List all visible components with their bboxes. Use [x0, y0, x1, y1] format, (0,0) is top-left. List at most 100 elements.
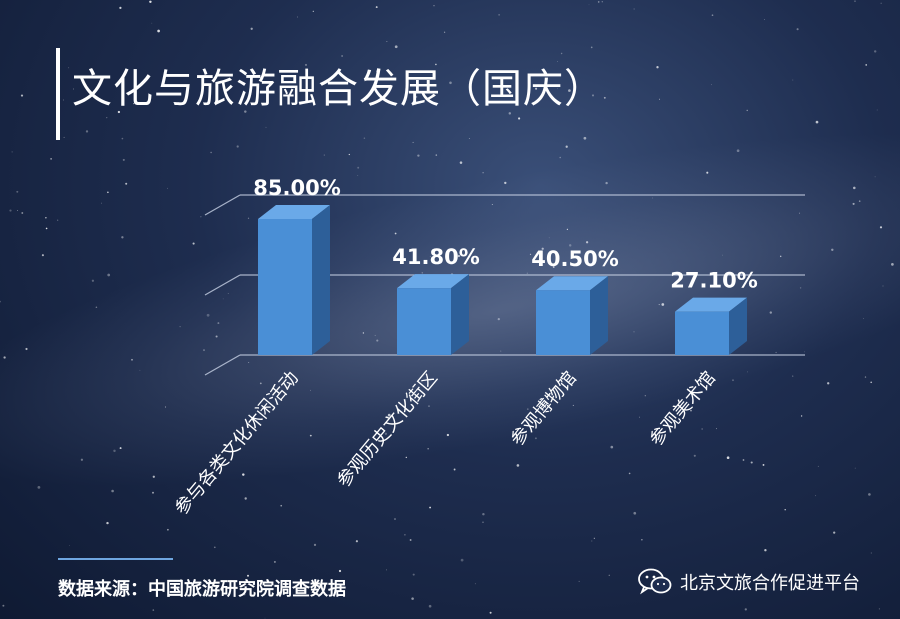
- star: [468, 137, 470, 139]
- star: [817, 465, 819, 467]
- star: [804, 351, 806, 353]
- star: [168, 595, 171, 597]
- star: [831, 248, 834, 252]
- bar-top: [675, 297, 747, 312]
- star: [213, 546, 216, 549]
- star: [597, 1, 600, 3]
- star: [215, 586, 217, 588]
- star: [439, 252, 441, 255]
- star: [557, 61, 558, 62]
- bar: [397, 288, 451, 355]
- star: [633, 511, 637, 515]
- star: [603, 96, 606, 99]
- star: [878, 608, 880, 610]
- star: [429, 506, 432, 509]
- star: [297, 16, 298, 18]
- bar-side: [451, 274, 469, 355]
- star: [180, 579, 182, 582]
- star: [661, 303, 665, 306]
- bar-top: [536, 276, 608, 291]
- bar-top: [397, 274, 469, 289]
- star: [341, 55, 343, 57]
- category-label: 参观美术馆: [646, 368, 720, 450]
- star: [37, 486, 41, 489]
- star: [732, 379, 734, 382]
- star: [449, 81, 452, 85]
- star: [264, 617, 266, 619]
- star: [348, 153, 350, 156]
- star: [63, 99, 64, 101]
- star: [815, 120, 819, 124]
- chart-title: 文化与旅游融合发展（国庆）: [72, 66, 605, 112]
- star: [73, 88, 74, 90]
- star: [711, 84, 712, 86]
- star: [428, 604, 432, 608]
- star: [690, 409, 692, 412]
- star: [641, 539, 643, 541]
- star: [796, 28, 799, 31]
- star: [376, 70, 379, 73]
- star: [583, 136, 587, 140]
- star: [203, 584, 206, 586]
- star: [273, 560, 276, 563]
- star: [489, 611, 492, 614]
- star: [764, 549, 767, 552]
- star: [572, 404, 574, 406]
- star: [541, 247, 544, 250]
- star: [244, 110, 247, 113]
- source-divider: [58, 558, 173, 560]
- star: [529, 253, 532, 255]
- star: [386, 569, 387, 571]
- star: [50, 158, 52, 160]
- star: [578, 580, 580, 582]
- star: [121, 137, 124, 140]
- star: [139, 369, 141, 371]
- star: [362, 332, 365, 334]
- star: [21, 212, 24, 214]
- star: [309, 434, 312, 437]
- star: [568, 89, 571, 92]
- star: [200, 216, 202, 218]
- bar-top: [258, 205, 330, 219]
- star: [548, 237, 550, 239]
- star: [459, 161, 463, 164]
- star: [779, 255, 782, 258]
- star: [119, 447, 122, 450]
- star: [443, 31, 446, 33]
- star: [107, 191, 109, 194]
- star: [17, 209, 19, 211]
- star: [151, 22, 153, 24]
- star: [16, 190, 19, 193]
- star: [560, 52, 563, 55]
- star: [45, 217, 47, 219]
- star: [874, 176, 876, 178]
- star: [179, 325, 181, 328]
- star: [633, 8, 635, 10]
- star: [167, 528, 169, 531]
- star: [608, 574, 610, 576]
- star: [95, 306, 98, 309]
- star: [387, 413, 391, 417]
- star: [411, 597, 414, 600]
- star: [409, 539, 412, 541]
- star: [593, 537, 595, 539]
- star: [827, 382, 830, 385]
- star: [405, 456, 407, 459]
- star: [800, 415, 803, 417]
- star: [518, 117, 521, 120]
- star: [706, 171, 709, 174]
- star: [427, 448, 429, 450]
- star: [242, 473, 245, 476]
- star: [384, 432, 388, 435]
- star: [122, 158, 125, 161]
- star: [474, 583, 476, 585]
- star: [41, 254, 44, 257]
- wechat-icon: [638, 568, 672, 595]
- star: [633, 331, 635, 333]
- star: [433, 5, 435, 7]
- star: [376, 339, 379, 342]
- star: [864, 376, 867, 378]
- star: [639, 416, 640, 418]
- star: [131, 358, 133, 361]
- title-accent-bar: [56, 48, 60, 140]
